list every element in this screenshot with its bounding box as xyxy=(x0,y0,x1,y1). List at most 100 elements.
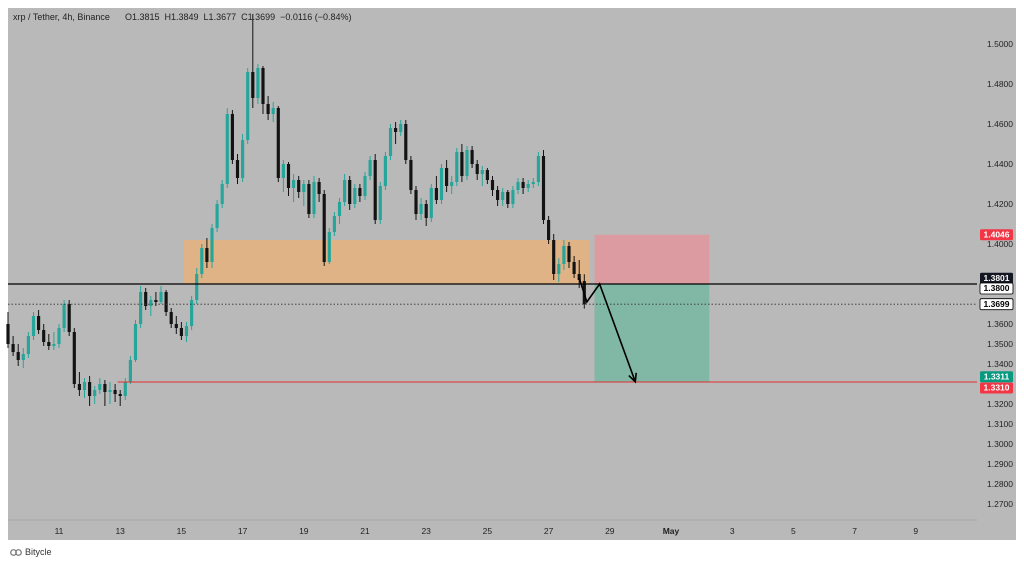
price-tag-label: 1.3311 xyxy=(984,372,1010,382)
candle-body xyxy=(230,114,234,160)
candle-body xyxy=(149,300,153,306)
candle-body xyxy=(394,128,398,132)
candle-body xyxy=(572,262,576,274)
candle-body xyxy=(174,324,178,328)
candle-body xyxy=(547,220,551,240)
overlay-layer xyxy=(8,277,977,384)
candle-body xyxy=(327,232,331,262)
candle-body xyxy=(337,202,342,216)
projection-path xyxy=(578,277,637,383)
candle-body xyxy=(480,170,484,174)
price-tick-label: 1.4200 xyxy=(987,199,1013,209)
candle-body xyxy=(460,152,464,176)
candle-body xyxy=(521,182,525,188)
candle-body xyxy=(511,190,515,204)
candle-body xyxy=(123,382,127,396)
candle-body xyxy=(439,168,444,200)
candle-body xyxy=(261,68,265,104)
candle-body xyxy=(169,312,173,324)
projection-arrow-head xyxy=(628,372,637,384)
price-tag-box xyxy=(979,282,1014,295)
candle-body xyxy=(93,390,97,396)
candle-body xyxy=(21,354,25,360)
candle-body xyxy=(429,188,433,218)
candle-body xyxy=(205,248,209,262)
candle-body xyxy=(77,384,81,390)
candle-body xyxy=(88,382,92,396)
candle-body xyxy=(67,304,71,332)
candle-body xyxy=(144,292,148,306)
time-tick-label: 21 xyxy=(360,526,370,536)
candle-body xyxy=(281,164,285,178)
candle-body xyxy=(128,360,132,382)
candle-body xyxy=(358,188,362,196)
time-tick-label: 9 xyxy=(913,526,918,536)
candle-body xyxy=(225,114,229,184)
candle-body xyxy=(399,124,403,132)
candle-body xyxy=(271,108,275,114)
candle-body xyxy=(266,104,270,114)
candle-body xyxy=(241,140,245,178)
bitycle-logo-icon xyxy=(10,548,22,556)
candle-body xyxy=(348,180,352,204)
candle-body xyxy=(516,182,520,190)
demand-zone xyxy=(183,240,590,284)
price-tag-box xyxy=(980,272,1013,284)
price-tag-label: 1.3800 xyxy=(984,283,1010,293)
candle-body xyxy=(567,246,571,262)
stop-loss-zone xyxy=(594,234,710,284)
candle-body xyxy=(82,382,87,390)
candle-body xyxy=(501,192,505,200)
candle-body xyxy=(179,328,183,336)
take-profit-zone xyxy=(594,284,710,382)
price-tick-label: 1.4000 xyxy=(987,239,1013,249)
candle-body xyxy=(490,180,495,190)
candle-body xyxy=(154,300,158,302)
candle-body xyxy=(190,300,194,326)
candle-body xyxy=(184,326,189,336)
candle-body xyxy=(409,160,413,190)
price-tick-label: 1.3000 xyxy=(987,439,1013,449)
candle-body xyxy=(246,72,250,140)
candle-body xyxy=(62,304,66,328)
candle-body xyxy=(108,390,112,392)
candle-body xyxy=(373,160,377,220)
candle-body xyxy=(235,160,240,178)
price-tick-label: 1.3400 xyxy=(987,359,1013,369)
candle-body xyxy=(103,384,107,392)
price-tick-label: 1.3600 xyxy=(987,319,1013,329)
candle-body xyxy=(475,164,479,174)
candle-body xyxy=(164,292,168,312)
candle-body xyxy=(465,150,469,176)
candle-body xyxy=(6,324,10,344)
candle-body xyxy=(414,190,418,214)
price-tag-label: 1.3801 xyxy=(984,273,1010,283)
price-tag-box xyxy=(979,298,1014,311)
candle-body xyxy=(378,186,382,220)
time-axis[interactable]: 11 13 15 17 19 21 23 25 27 29 May 3 5 7 9 xyxy=(55,526,919,536)
price-tag-label: 1.3310 xyxy=(984,383,1010,393)
price-tick-label: 1.3200 xyxy=(987,399,1013,409)
candle-body xyxy=(322,194,326,262)
candle-body xyxy=(317,182,321,194)
candle-body xyxy=(419,204,423,214)
price-axis[interactable]: 1.5000 1.4800 1.4600 1.4400 1.4200 1.4000 1.36… xyxy=(987,39,1013,509)
price-tick-label: 1.2900 xyxy=(987,459,1013,469)
candle-body xyxy=(445,168,449,186)
time-tick-label: 7 xyxy=(852,526,857,536)
time-tick-label: 27 xyxy=(544,526,554,536)
candle-body xyxy=(562,246,566,264)
time-tick-label: 13 xyxy=(115,526,125,536)
candle-body xyxy=(292,180,296,188)
price-tick-label: 1.4800 xyxy=(987,79,1013,89)
candle-body xyxy=(404,124,408,160)
candle-body xyxy=(72,332,76,384)
price-tag-box xyxy=(980,371,1013,383)
candle-body xyxy=(11,344,15,352)
ohlc-readout: O1.3815 H1.3849 L1.3677 C1.3699 −0.0116 … xyxy=(125,12,352,22)
time-tick-label: 3 xyxy=(730,526,735,536)
price-tick-label: 1.3100 xyxy=(987,419,1013,429)
candle-body xyxy=(388,128,393,156)
